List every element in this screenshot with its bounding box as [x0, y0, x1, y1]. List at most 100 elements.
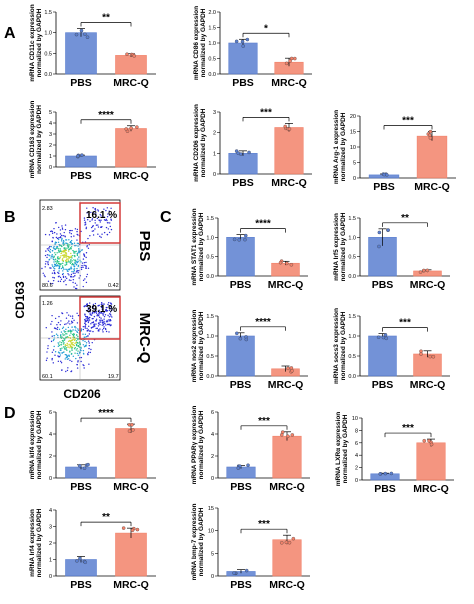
y-tick-label: 0.0 [348, 374, 356, 380]
flow-event [91, 312, 93, 315]
flow-event [64, 334, 66, 336]
flow-event [68, 260, 70, 263]
flow-event [85, 320, 88, 323]
flow-event [65, 239, 68, 241]
flow-event [100, 317, 102, 319]
flow-event [64, 248, 67, 250]
data-point [283, 124, 287, 129]
flow-event [101, 302, 103, 304]
flow-event [54, 317, 57, 320]
flow-event [85, 256, 87, 259]
flow-event [54, 241, 57, 243]
data-point [284, 540, 289, 545]
flow-event [60, 278, 63, 281]
flow-event [63, 256, 66, 258]
flow-event [62, 239, 65, 242]
flow-event [77, 345, 79, 348]
flow-event [73, 333, 75, 335]
flow-event [83, 364, 85, 367]
flow-event [87, 321, 90, 324]
flow-event [91, 218, 94, 220]
significance-stars: *** [260, 107, 272, 118]
flow-event [59, 276, 62, 279]
y-axis-label: mRNA klf4 expressionnormalized by GAPDH [29, 410, 43, 479]
y-axis-label: mRNA Arg-1 expressionnormalized by GAPDH [333, 110, 347, 184]
flow-event [88, 330, 91, 332]
flow-event [99, 323, 101, 326]
data-point [427, 438, 431, 443]
flow-event [64, 236, 66, 238]
flow-event [50, 323, 52, 325]
flow-event [62, 262, 64, 265]
flow-event [47, 262, 49, 264]
flow-event [53, 269, 55, 272]
y-tick-label: 5 [353, 161, 356, 167]
flow-quad-tl-top: 2.83 [42, 206, 53, 212]
flow-quad-bl-top: 80.6 [42, 283, 53, 289]
y-tick-label: 0.0 [208, 72, 216, 78]
flow-event [61, 259, 64, 261]
flow-event [62, 254, 64, 257]
flow-event [57, 257, 59, 260]
flow-event [63, 331, 66, 333]
flow-event [83, 261, 86, 264]
flow-event [60, 245, 63, 248]
y-tick-label: 0 [49, 165, 52, 171]
y-axis-label-line: normalized by GAPDH [36, 8, 43, 77]
y-tick-label: 1.5 [348, 314, 356, 320]
y-tick-label: 3 [49, 525, 52, 531]
data-point [240, 39, 245, 44]
flow-event [70, 275, 72, 277]
flow-event [85, 281, 88, 284]
data-point [429, 442, 434, 447]
flow-event [66, 260, 68, 263]
flow-event [58, 355, 61, 358]
y-tick-label: 2 [213, 131, 216, 137]
flow-event [85, 276, 88, 278]
flow-event [64, 344, 66, 346]
data-point [244, 337, 249, 342]
flow-event [76, 267, 78, 270]
significance-stars: *** [399, 318, 411, 329]
data-point [241, 44, 245, 48]
flow-event [92, 321, 94, 324]
flow-event [84, 344, 87, 347]
y-tick-label: 2.0 [208, 10, 216, 16]
flow-event [97, 325, 100, 327]
flow-event [66, 344, 69, 346]
y-axis-label: mRNA PPARγ expressionnormalized by GAPDH [191, 406, 205, 485]
significance-stars: ** [102, 13, 110, 24]
flow-event [64, 279, 66, 281]
flow-event [81, 249, 84, 251]
bar-pbs [65, 155, 97, 168]
category-label: MRC-Q [268, 379, 304, 391]
flow-event [82, 333, 84, 335]
flow-event [62, 260, 65, 262]
significance-stars: **** [98, 110, 114, 121]
flow-event [77, 329, 80, 331]
flow-event [85, 335, 88, 338]
flow-event [81, 262, 84, 264]
data-point [130, 423, 134, 427]
category-label: PBS [230, 579, 252, 591]
category-label: MRC-Q [113, 579, 149, 591]
y-tick-label: 0.5 [206, 354, 214, 360]
flow-event [89, 235, 91, 237]
flow-event [102, 314, 104, 316]
flow-event [51, 240, 53, 242]
y-tick-label: 5 [211, 551, 214, 557]
flow-event [77, 314, 80, 317]
y-tick-label: 0.5 [44, 51, 52, 57]
data-point [78, 463, 82, 468]
flow-event [66, 255, 68, 258]
flow-event [73, 266, 76, 268]
flow-event [89, 314, 92, 316]
flow-event [92, 234, 95, 236]
flow-event [69, 262, 72, 265]
y-tick-label: 10 [350, 145, 356, 151]
y-axis-label-line: normalized by GAPDH [200, 108, 207, 177]
flow-event [77, 335, 79, 338]
